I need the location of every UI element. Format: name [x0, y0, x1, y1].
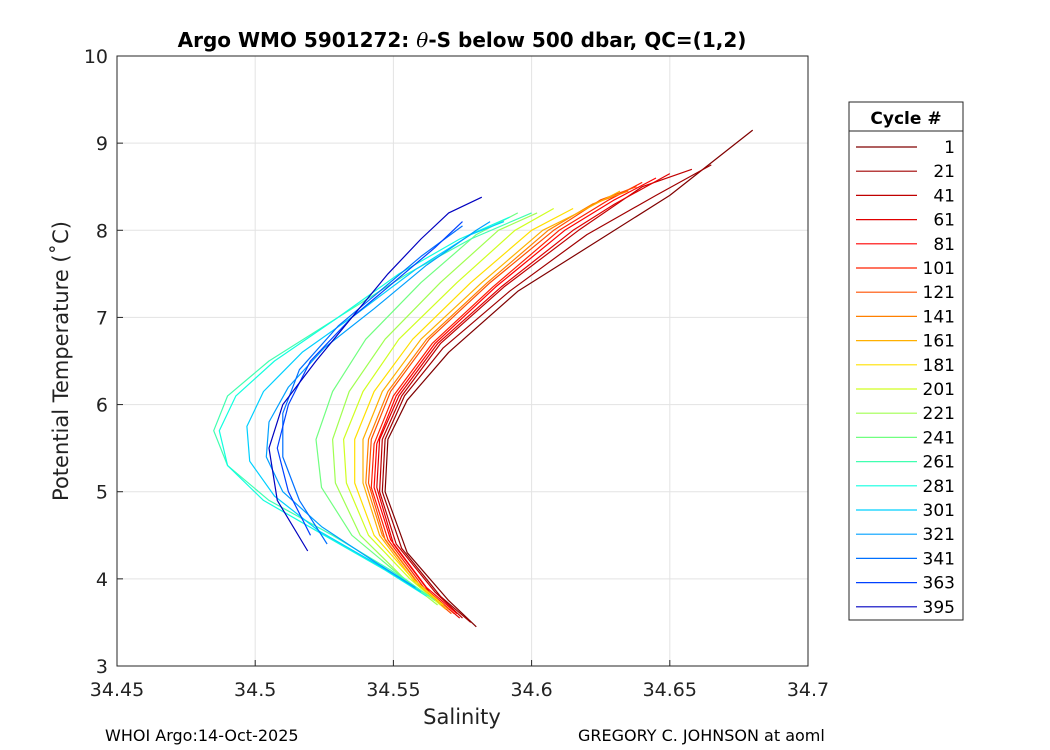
series-line-cycle-363 — [276, 221, 463, 536]
legend-entries: 1214161811011211411611812012212412612813… — [856, 138, 955, 618]
series-line-cycle-241 — [315, 212, 519, 602]
series-line-cycle-221 — [332, 212, 538, 606]
legend-label-121: 121 — [923, 283, 955, 303]
y-axis-label: Potential Temperature (˚C) — [49, 221, 73, 501]
legend-label-201: 201 — [923, 380, 955, 400]
axes-box — [116, 55, 809, 667]
x-tick-label: 34.45 — [90, 679, 144, 701]
x-axis-label: Salinity — [423, 705, 501, 729]
legend-label-221: 221 — [923, 404, 955, 424]
legend-title: Cycle # — [870, 109, 941, 129]
series-line-cycle-395 — [268, 196, 483, 552]
legend-label-261: 261 — [923, 453, 955, 473]
y-tick-label: 3 — [96, 656, 108, 678]
y-tick-label: 10 — [84, 46, 108, 68]
series-line-cycle-41 — [379, 168, 693, 619]
y-tick-label: 5 — [96, 482, 108, 504]
legend-label-21: 21 — [933, 162, 955, 182]
legend-label-1: 1 — [944, 138, 955, 158]
x-tick-label: 34.5 — [234, 679, 276, 701]
footer-right: GREGORY C. JOHNSON at aoml — [578, 726, 825, 745]
x-tick-label: 34.7 — [787, 679, 829, 701]
series-line-cycle-1 — [384, 129, 754, 628]
series-line-cycle-81 — [373, 177, 657, 615]
legend-label-81: 81 — [933, 235, 955, 255]
legend-label-181: 181 — [923, 356, 955, 376]
y-tick-label: 7 — [96, 307, 108, 329]
series-line-cycle-301 — [246, 221, 505, 593]
legend-label-141: 141 — [923, 307, 955, 327]
series-line-cycle-181 — [354, 207, 574, 606]
legend: Cycle # 12141618110112114116118120122124… — [848, 101, 964, 621]
legend-label-321: 321 — [923, 525, 955, 545]
legend-label-341: 341 — [923, 549, 955, 569]
legend-label-395: 395 — [923, 598, 955, 618]
legend-label-363: 363 — [923, 574, 955, 594]
footer-left: WHOI Argo:14-Oct-2025 — [105, 726, 299, 745]
plot-area — [117, 56, 808, 666]
series-line-cycle-161 — [362, 190, 621, 610]
x-tick-label: 34.65 — [643, 679, 697, 701]
series-line-cycle-201 — [343, 207, 554, 606]
chart-title: Argo WMO 5901272: θ-S below 500 dbar, QC… — [178, 28, 747, 52]
series-line-cycle-141 — [365, 190, 629, 610]
y-tick-label: 9 — [96, 133, 108, 155]
series-line-cycle-321 — [265, 221, 491, 589]
legend-label-161: 161 — [923, 332, 955, 352]
legend-label-281: 281 — [923, 477, 955, 497]
y-tick-label: 4 — [96, 569, 108, 591]
legend-label-41: 41 — [933, 186, 955, 206]
axis-ticks: 34.45 34.5 34.55 34.6 34.65 34.7 3 4 5 6 7 8 9 10 — [84, 46, 829, 701]
series-line-cycle-21 — [381, 164, 712, 623]
x-tick-label: 34.55 — [366, 679, 420, 701]
series-line-cycle-281 — [218, 216, 510, 597]
series-layer — [213, 129, 754, 628]
y-tick-label: 6 — [96, 395, 108, 417]
y-tick-label: 8 — [96, 220, 108, 242]
legend-label-301: 301 — [923, 501, 955, 521]
series-line-cycle-101 — [370, 181, 643, 615]
legend-label-101: 101 — [923, 259, 955, 279]
series-line-cycle-341 — [282, 225, 463, 545]
x-tick-label: 34.6 — [510, 679, 552, 701]
legend-label-241: 241 — [923, 428, 955, 448]
legend-label-61: 61 — [933, 211, 955, 231]
